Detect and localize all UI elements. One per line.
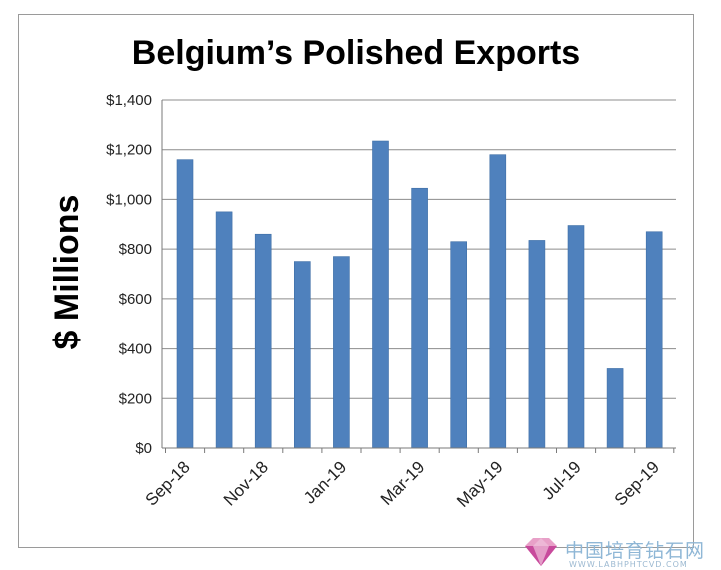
y-tick-label: $1,200 xyxy=(106,142,152,159)
bar-Dec-18 xyxy=(293,261,311,449)
bar-Mar-19 xyxy=(411,187,428,449)
y-tick-label: $200 xyxy=(119,390,152,407)
x-tick-label: May-19 xyxy=(453,457,507,511)
bar-Aug-19 xyxy=(606,368,624,449)
y-tick-label: $600 xyxy=(119,291,152,308)
bar-Jul-19 xyxy=(567,225,585,449)
bar-Jun-19 xyxy=(528,240,546,449)
x-tick-label: Nov-18 xyxy=(220,457,272,509)
bar-Sep-19 xyxy=(645,231,663,449)
bar-Oct-18 xyxy=(215,211,233,449)
bar-May-19 xyxy=(489,154,507,449)
x-tick-label: Mar-19 xyxy=(377,457,429,509)
diamond-icon xyxy=(525,538,557,566)
y-axis-label: $ Millions xyxy=(48,195,86,350)
bar-Sep-18 xyxy=(176,159,194,449)
y-tick-label: $0 xyxy=(135,440,152,457)
x-axis xyxy=(161,100,676,453)
bar-Nov-18 xyxy=(254,233,272,449)
watermark-text: 中国培育钻石网 xyxy=(565,540,706,562)
x-tick-labels: Sep-18 Nov-18 Jan-19 Mar-19 May-19 Jul-19 Sep-… xyxy=(142,457,663,511)
bar-Feb-19 xyxy=(372,140,389,449)
x-tick-label: Jul-19 xyxy=(539,457,585,503)
watermark: 中国培育钻石网 WWW.LABHPHTCVD.COM xyxy=(521,536,721,570)
x-tick-label: Sep-19 xyxy=(611,457,663,509)
x-tick-label: Sep-18 xyxy=(142,457,194,509)
y-tick-label: $1,000 xyxy=(106,191,152,208)
y-tick-label: $1,400 xyxy=(106,92,152,109)
y-tick-labels: $0 $200 $400 $600 $800 $1,000 $1,200 $1,400 xyxy=(106,92,152,457)
x-tick-label: Jan-19 xyxy=(300,457,350,507)
chart-title: Belgium’s Polished Exports xyxy=(132,34,580,72)
y-tick-label: $800 xyxy=(119,241,152,258)
y-tick-label: $400 xyxy=(119,341,152,358)
watermark-subtext: WWW.LABHPHTCVD.COM xyxy=(569,560,688,569)
bars xyxy=(176,140,663,449)
bar-Apr-19 xyxy=(450,241,468,449)
bar-Jan-19 xyxy=(333,256,350,449)
